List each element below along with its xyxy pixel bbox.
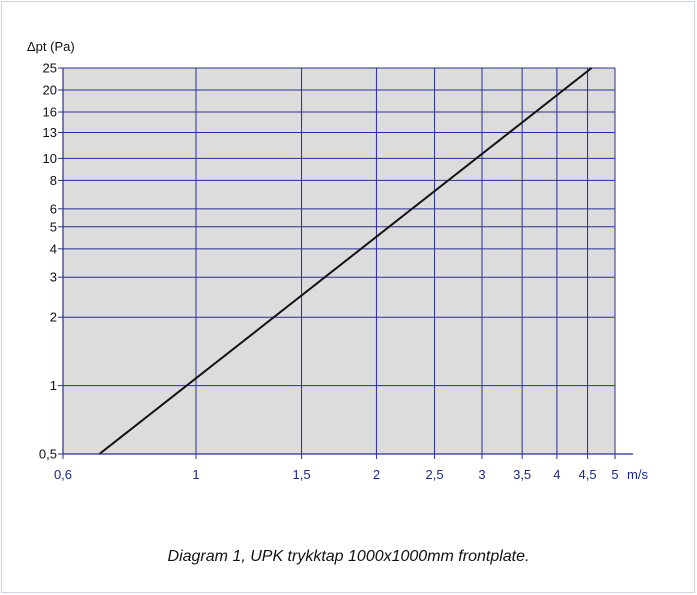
y-tick-label: 16 [43, 105, 57, 120]
y-tick-label: 0,5 [39, 447, 57, 462]
axes-layer: 0,5 1 2 3 4 5 6 8 10 13 16 20 25 0,6 1 1,5 2 2,5 3 3,5 4 4,5 5 [39, 61, 633, 482]
x-tick-label: 5 [611, 467, 618, 482]
plot-area [63, 68, 615, 454]
y-tick-label: 4 [50, 241, 57, 256]
y-tick-label: 2 [50, 310, 57, 325]
y-tick-label: 6 [50, 201, 57, 216]
x-tick-label: 4,5 [579, 467, 597, 482]
y-tick-label: 1 [50, 378, 57, 393]
y-tick-label: 3 [50, 270, 57, 285]
x-tick-label: 1,5 [293, 467, 311, 482]
x-tick-label: 2,5 [426, 467, 444, 482]
y-tick-label: 13 [43, 125, 57, 140]
y-axis-label: Δpt (Pa) [27, 39, 75, 54]
x-tick-label: 4 [553, 467, 560, 482]
y-tick-label: 10 [43, 151, 57, 166]
series-layer [98, 67, 593, 455]
x-tick-label: 0,6 [54, 467, 72, 482]
x-tick-label: 1 [192, 467, 199, 482]
x-tick-label: 3 [478, 467, 485, 482]
data-line [98, 67, 593, 455]
y-tick-label: 20 [43, 83, 57, 98]
y-tick-label: 8 [50, 173, 57, 188]
y-tick-label: 5 [50, 219, 57, 234]
x-axis-unit-label: m/s [627, 467, 648, 482]
x-tick-label: 3,5 [513, 467, 531, 482]
x-tick-label: 2 [373, 467, 380, 482]
figure-caption: Diagram 1, UPK trykktap 1000x1000mm fron… [167, 548, 530, 565]
y-tick-label: 25 [43, 61, 57, 76]
